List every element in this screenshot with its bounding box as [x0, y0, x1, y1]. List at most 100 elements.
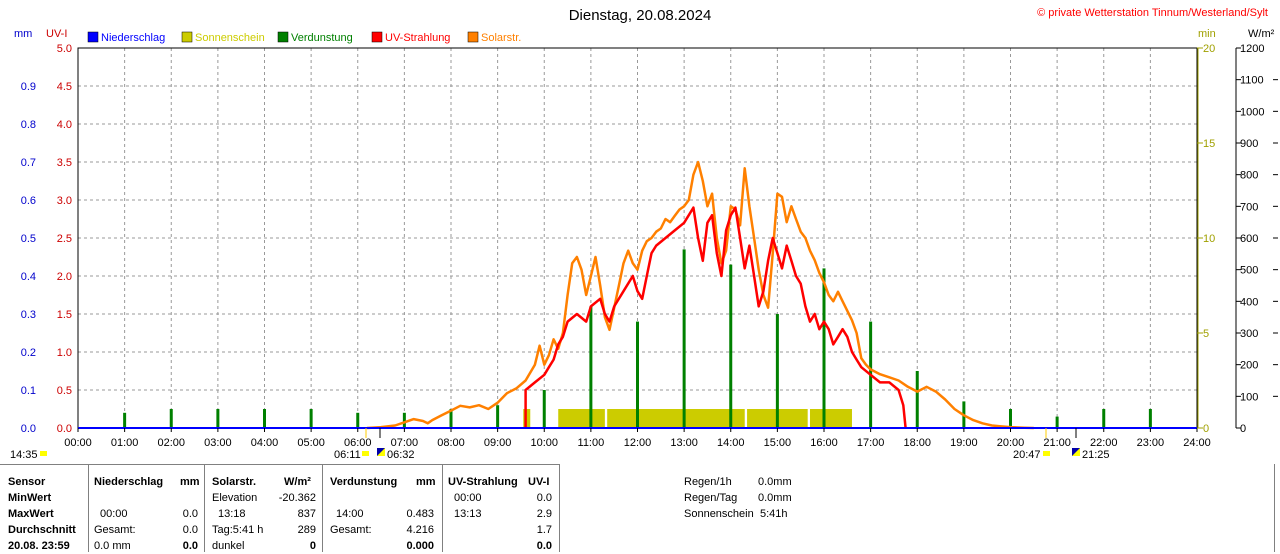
x-tick-label: 01:00: [111, 437, 139, 449]
mm-tick-label: 0.7: [21, 157, 36, 169]
uvi-tick-label: 0.5: [57, 385, 72, 397]
verdunstung-unit: mm: [416, 476, 436, 488]
mm-tick-label: 0.0: [21, 423, 36, 435]
legend-swatch: [467, 31, 479, 43]
wm2-tick-label: 800: [1240, 170, 1258, 182]
stat-cell: 13:18: [218, 508, 246, 520]
min-tick-label: 15: [1203, 138, 1215, 150]
sun-times: 14:35 06:11 06:32 20:47 21:25: [10, 428, 1110, 461]
wm2-tick-label: 1100: [1240, 75, 1264, 87]
stat-cell: Gesamt:: [330, 524, 372, 536]
wm2-tick-label: 700: [1240, 201, 1258, 213]
evaporation-bar: [589, 306, 593, 428]
stat-cell: Elevation: [212, 492, 258, 504]
row-current-label: 20.08. 23:59: [8, 540, 70, 552]
mm-tick-label: 0.5: [21, 233, 36, 245]
min-tick-label: 0: [1203, 423, 1209, 435]
stat-cell: dunkel: [212, 540, 245, 552]
sunrise-time: 06:11: [334, 449, 361, 461]
evaporation-bar: [309, 409, 313, 428]
extra-label-rain-day: Regen/Tag: [684, 492, 738, 504]
sunrise-icon-half: [377, 448, 385, 456]
chart-title: Dienstag, 20.08.2024: [569, 7, 712, 24]
x-tick-label: 21:00: [1043, 437, 1071, 449]
x-tick-label: 16:00: [810, 437, 838, 449]
copyright-text: © private Wetterstation Tinnum/Westerlan…: [1037, 7, 1268, 19]
stat-cell: 0.0: [536, 540, 552, 552]
x-tick-label: 04:00: [251, 437, 279, 449]
uv-unit: UV-I: [528, 476, 550, 488]
x-tick-label: 24:00: [1183, 437, 1211, 449]
solar-header: Solarstr.: [212, 476, 257, 488]
row-max-label: MaxWert: [8, 508, 54, 520]
evaporation-bar: [402, 412, 406, 428]
stat-cell: -20.362: [278, 492, 316, 504]
x-tick-label: 12:00: [624, 437, 652, 449]
wm2-tick-label: 1200: [1240, 43, 1264, 55]
sunrise-time-2: 06:32: [387, 449, 415, 461]
row-min-label: MinWert: [8, 492, 52, 504]
min-tick-label: 20: [1203, 43, 1215, 55]
chart-axes: 00:00 01:00 02:00 03:00 04:00 05:00 06:00 07:00…: [21, 43, 1278, 449]
unit-uvi-label: UV-I: [46, 28, 67, 40]
stat-cell: Gesamt:: [94, 524, 136, 536]
min-tick-label: 5: [1203, 328, 1209, 340]
wm2-tick-label: 300: [1240, 328, 1258, 340]
stat-cell: 0.0: [182, 524, 198, 536]
wm2-tick-label: 600: [1240, 233, 1258, 245]
stat-cell: 4.216: [406, 524, 434, 536]
x-tick-label: 23:00: [1137, 437, 1165, 449]
evaporation-bar: [216, 409, 220, 428]
wm2-tick-label: 900: [1240, 138, 1258, 150]
stat-cell: 0.0 mm: [94, 540, 131, 552]
mm-tick-label: 0.8: [21, 119, 36, 131]
stat-cell: 00:00: [100, 508, 128, 520]
evaporation-bar: [263, 409, 266, 428]
unit-min-label: min: [1198, 28, 1216, 40]
x-tick-label: 07:00: [391, 437, 419, 449]
evaporation-bar: [449, 409, 453, 428]
wm2-tick-label: 100: [1240, 391, 1258, 403]
sunset-time-2: 21:25: [1082, 449, 1110, 461]
sunshine-bar: [810, 409, 852, 428]
x-tick-label: 10:00: [530, 437, 558, 449]
mm-tick-label: 0.4: [21, 271, 36, 283]
weather-chart: 00:00 01:00 02:00 03:00 04:00 05:00 06:00 07:00…: [10, 7, 1278, 461]
sunshine-bars: [523, 409, 852, 428]
x-tick-label: 00:00: [64, 437, 92, 449]
uvi-tick-label: 4.5: [57, 81, 72, 93]
uvi-tick-label: 1.0: [57, 347, 72, 359]
chart-lines: [367, 160, 1034, 430]
wm2-tick-label: 400: [1240, 296, 1258, 308]
x-tick-label: 09:00: [484, 437, 512, 449]
x-tick-label: 11:00: [578, 437, 605, 449]
uvi-tick-label: 5.0: [57, 43, 72, 55]
uvi-tick-label: 1.5: [57, 309, 72, 321]
row-avg-label: Durchschnitt: [8, 524, 76, 536]
sun-icon: [40, 451, 47, 456]
evaporation-bar: [123, 412, 127, 428]
statistics-table: Sensor MinWert MaxWert Durchschnitt 20.0…: [0, 464, 1280, 552]
chart-legend: Niederschlag Sonnenschein Verdunstung UV-St…: [87, 31, 521, 44]
sun-icon: [362, 451, 369, 456]
series-line-solarstr-: [367, 160, 1034, 430]
x-tick-label: 17:00: [857, 437, 885, 449]
legend-label: Solarstr.: [481, 32, 521, 44]
wm2-tick-label: 0: [1240, 423, 1246, 435]
legend-label: Sonnenschein: [195, 32, 265, 44]
extra-value-rain-day: 0.0mm: [758, 492, 792, 504]
legend-swatch: [277, 31, 289, 43]
min-tick-label: 10: [1203, 233, 1215, 245]
x-tick-label: 06:00: [344, 437, 372, 449]
evaporation-bar: [729, 264, 733, 428]
uvi-tick-label: 0.0: [57, 423, 72, 435]
x-tick-label: 18:00: [903, 437, 931, 449]
mm-tick-label: 0.9: [21, 81, 36, 93]
mm-tick-label: 0.3: [21, 309, 36, 321]
legend-label: Verdunstung: [291, 32, 353, 44]
niederschlag-header: Niederschlag: [94, 476, 164, 488]
legend-label: UV-Strahlung: [385, 32, 450, 44]
evaporation-bar: [915, 371, 919, 428]
evaporation-bar: [1102, 409, 1106, 428]
extra-value-sunshine: 5:41h: [760, 508, 788, 520]
